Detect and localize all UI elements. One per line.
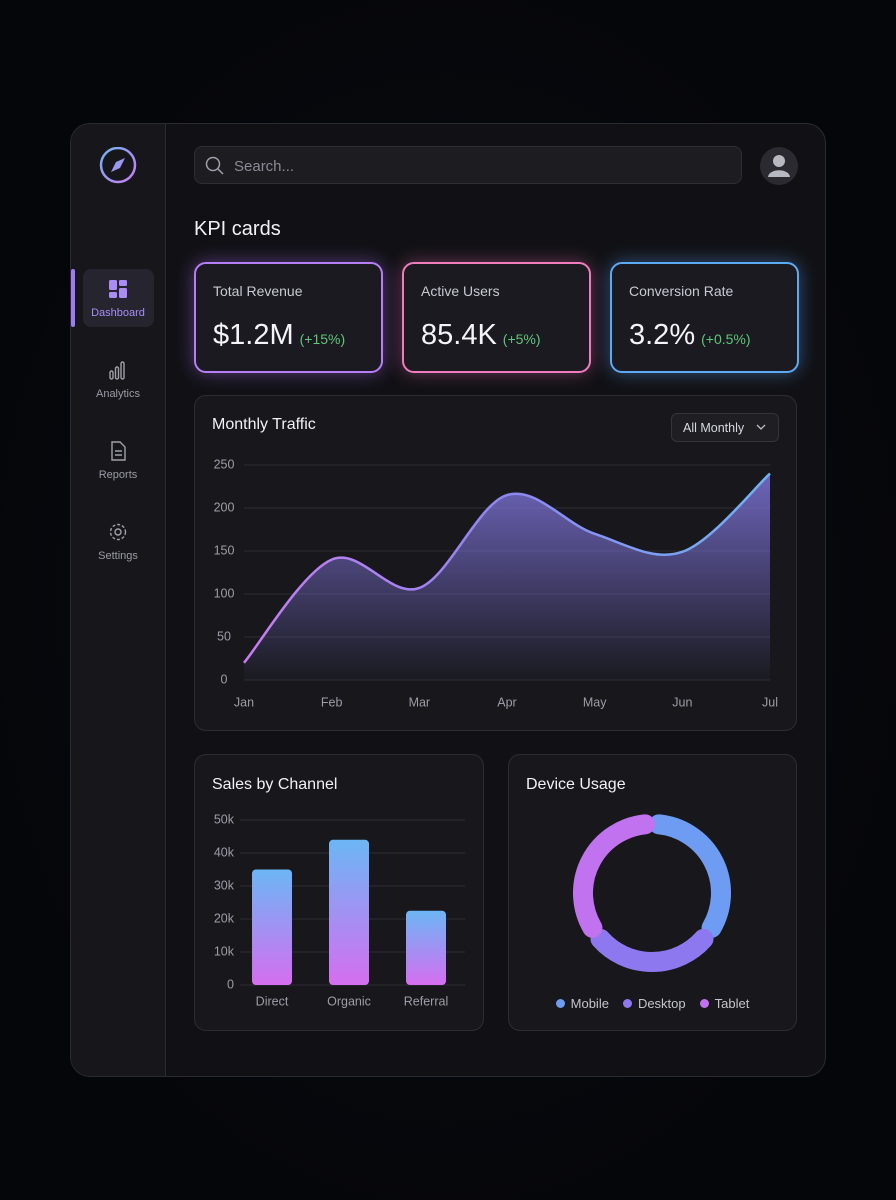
kpi-number: 3.2% (629, 319, 696, 351)
app-panel: Dashboard Analytics Reports Settings Sea… (70, 123, 826, 1077)
kpi-change: (+5%) (502, 331, 541, 347)
sales-card: Sales by Channel (194, 754, 484, 1031)
kpi-change: (+0.5%) (701, 331, 751, 347)
section-title: KPI cards (194, 218, 281, 240)
kpi-number: 85.4K (421, 319, 497, 351)
chart-title: Device Usage (526, 776, 626, 793)
search-icon (205, 156, 224, 175)
kpi-value: 85.4K (+5%) (421, 319, 541, 352)
kpi-value: $1.2M (+15%) (213, 319, 345, 352)
legend-label: Desktop (637, 996, 686, 1011)
nav-item[interactable]: Settings (98, 550, 138, 562)
legend-swatch (622, 999, 632, 1008)
chart-title: Monthly Traffic (212, 416, 316, 433)
legend-label: Tablet (714, 996, 750, 1011)
chevron (756, 424, 766, 430)
kpi-label: Total Revenue (213, 283, 303, 299)
logo (99, 147, 137, 184)
nav-active-bg[interactable] (83, 269, 154, 327)
active-indicator (71, 269, 75, 327)
kpi-label: Active Users (421, 283, 500, 299)
legend-label: Mobile (570, 996, 609, 1011)
legend-item: Tablet (699, 996, 750, 1011)
kpi-label: Conversion Rate (629, 283, 734, 299)
legend-item: Mobile (555, 996, 609, 1011)
kpi-card: Conversion Rate 3.2% (+0.5%) (610, 262, 799, 373)
device-card: Device Usage Mobile Desktop Tablet (508, 754, 797, 1031)
search-bar[interactable]: Search... (194, 146, 742, 184)
nav-item[interactable]: Analytics (95, 388, 141, 400)
kpi-card: Active Users 85.4K (+5%) (402, 262, 591, 373)
legend-swatch (699, 999, 709, 1008)
kpi-card: Total Revenue $1.2M (+15%) (194, 262, 383, 373)
nav-item[interactable]: Dashboard (91, 307, 145, 319)
avatar[interactable] (759, 146, 799, 186)
sidebar: Dashboard Analytics Reports Settings (71, 124, 166, 1076)
search-placeholder: Search... (234, 158, 295, 175)
nav-icon (109, 280, 127, 298)
traffic-card: Monthly Traffic All Monthly (194, 395, 797, 731)
legend-item: Desktop (622, 996, 686, 1011)
chart-title: Sales by Channel (212, 776, 338, 793)
nav-icon (109, 523, 127, 541)
legend-swatch (555, 999, 565, 1008)
kpi-change: (+15%) (299, 331, 346, 347)
kpi-value: 3.2% (+0.5%) (629, 319, 751, 352)
filter-dropdown[interactable]: All Monthly (671, 413, 779, 442)
nav-icon (111, 441, 126, 461)
nav-item[interactable]: Reports (98, 469, 138, 481)
kpi-number: $1.2M (213, 319, 294, 351)
nav-icon (109, 361, 125, 380)
filter-label: All Monthly (683, 421, 745, 435)
legend: Mobile Desktop Tablet (509, 996, 796, 1011)
